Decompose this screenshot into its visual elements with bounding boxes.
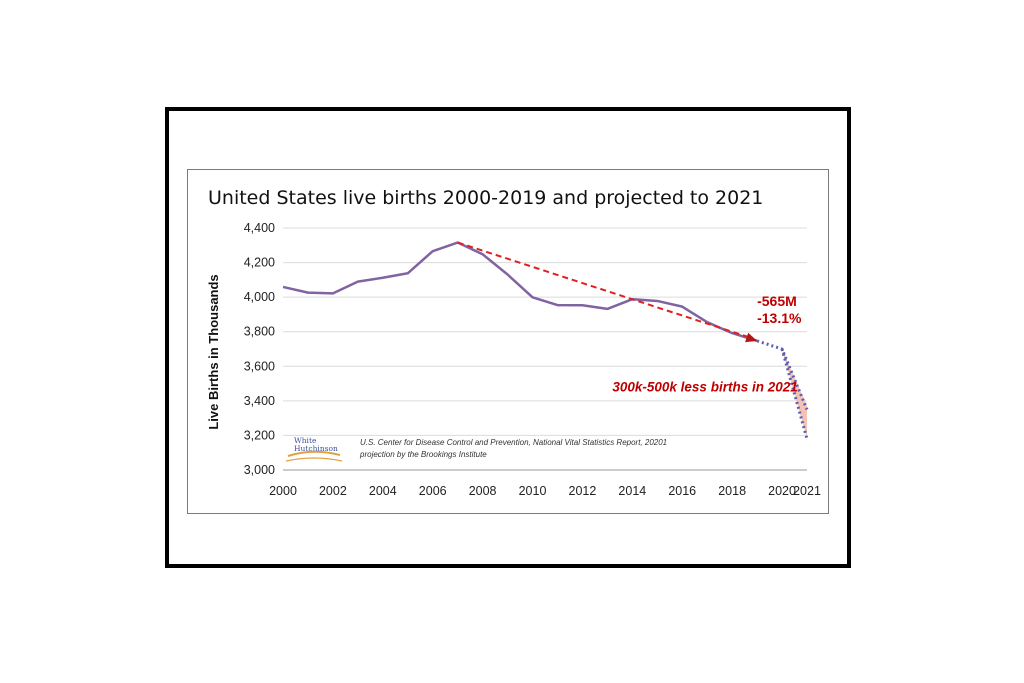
logo-swoosh-icon bbox=[287, 450, 341, 457]
logo-text-line-2: Hutchinson bbox=[294, 444, 338, 453]
logo-swoosh-icon bbox=[285, 457, 343, 462]
annotations: -565M-13.1% 300k-500k less births in 2021 bbox=[612, 293, 802, 395]
y-tick-label: 3,200 bbox=[244, 428, 275, 442]
trend-arrow-head-icon bbox=[745, 332, 758, 343]
y-tick-labels: 3,000 3,200 3,400 3,600 3,800 4,000 4,200 4,400 bbox=[244, 221, 275, 477]
y-tick-label: 3,000 bbox=[244, 463, 275, 477]
annotation-label: 300k-500k less births in 2021 bbox=[612, 379, 797, 394]
line-chart: United States live births 2000-2019 and … bbox=[206, 187, 821, 498]
y-tick-label: 4,000 bbox=[244, 290, 275, 304]
births-line bbox=[282, 241, 758, 343]
source-note-line-2: projection by the Brookings Institute bbox=[359, 450, 487, 459]
x-tick-label: 2002 bbox=[319, 484, 347, 498]
x-tick-label: 2000 bbox=[269, 484, 297, 498]
x-tick-labels: 2000 2002 2004 2006 2008 2010 2012 2014 2016 2018… bbox=[269, 484, 821, 498]
x-tick-label: 2010 bbox=[519, 484, 547, 498]
x-tick-label: 2014 bbox=[618, 484, 646, 498]
x-tick-label: 2012 bbox=[569, 484, 597, 498]
x-tick-label: 2016 bbox=[668, 484, 696, 498]
y-tick-label: 3,400 bbox=[244, 394, 275, 408]
projection-dotted-line bbox=[780, 348, 809, 440]
annotation-label: -565M bbox=[757, 293, 797, 309]
white-hutchinson-logo: White Hutchinson bbox=[285, 436, 343, 462]
x-tick-label: 2006 bbox=[419, 484, 447, 498]
y-tick-label: 4,200 bbox=[244, 256, 275, 270]
trend-arrow bbox=[457, 241, 758, 343]
gridlines bbox=[283, 227, 807, 471]
logo-text-line-1: White bbox=[294, 436, 317, 445]
y-tick-label: 3,800 bbox=[244, 325, 275, 339]
x-tick-label: 2021 bbox=[793, 484, 821, 498]
x-tick-label: 2018 bbox=[718, 484, 746, 498]
x-tick-label: 2008 bbox=[469, 484, 497, 498]
y-axis-label: Live Births in Thousands bbox=[206, 274, 221, 429]
source-note-line-1: U.S. Center for Disease Control and Prev… bbox=[360, 438, 667, 447]
series-lines bbox=[282, 241, 809, 440]
annotation-label: -13.1% bbox=[757, 310, 802, 326]
y-tick-label: 3,600 bbox=[244, 359, 275, 373]
y-tick-label: 4,400 bbox=[244, 221, 275, 235]
chart-area: United States live births 2000-2019 and … bbox=[187, 169, 829, 514]
trend-arrow-line bbox=[457, 241, 752, 339]
x-tick-label: 2004 bbox=[369, 484, 397, 498]
chart-title: United States live births 2000-2019 and … bbox=[208, 187, 763, 209]
x-tick-label: 2020 bbox=[768, 484, 796, 498]
